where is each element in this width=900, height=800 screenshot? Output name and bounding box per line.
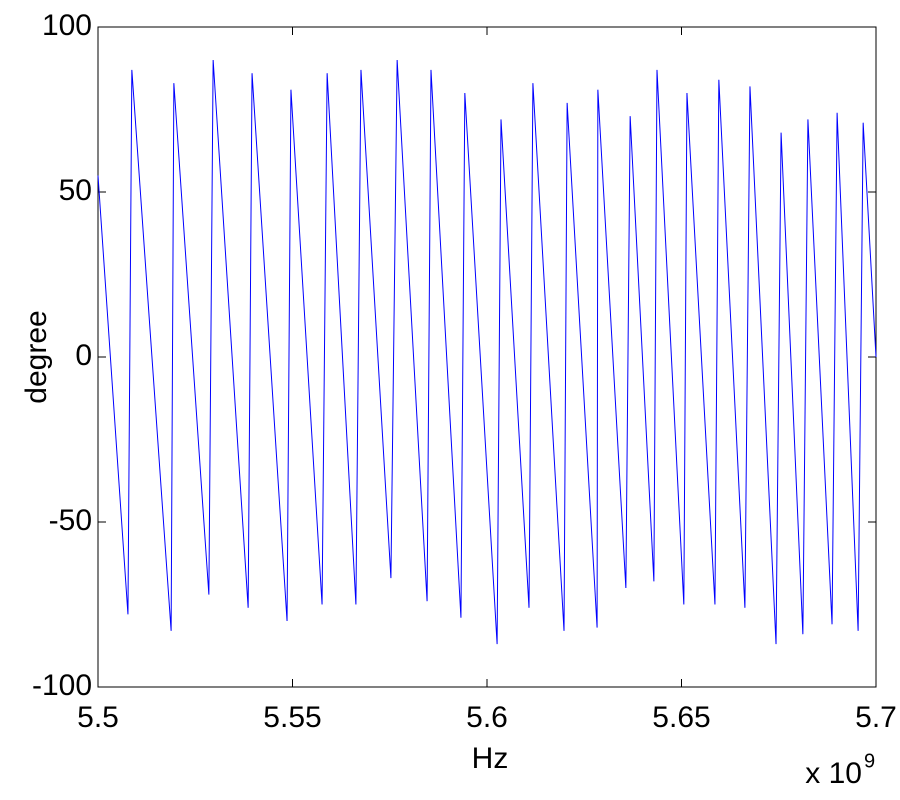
x-tick-label: 5.65 [652, 701, 710, 734]
x-tick-label: 5.7 [855, 701, 897, 734]
x-multiplier: x 10 [805, 757, 862, 790]
x-tick-label: 5.55 [263, 701, 321, 734]
x-tick-label: 5.5 [77, 701, 119, 734]
plot-area [97, 26, 877, 688]
x-axis-label: Hz [472, 742, 509, 775]
x-tick-label: 5.6 [466, 701, 508, 734]
y-tick-label: -100 [32, 669, 92, 702]
y-axis-label: degree [20, 310, 53, 403]
x-multiplier-exponent: 9 [864, 750, 875, 772]
y-tick-label: 50 [59, 174, 92, 207]
y-tick-label: -50 [49, 504, 92, 537]
y-tick-label: 0 [75, 339, 92, 372]
data-line [97, 59, 877, 645]
y-tick-label: 100 [42, 9, 92, 42]
